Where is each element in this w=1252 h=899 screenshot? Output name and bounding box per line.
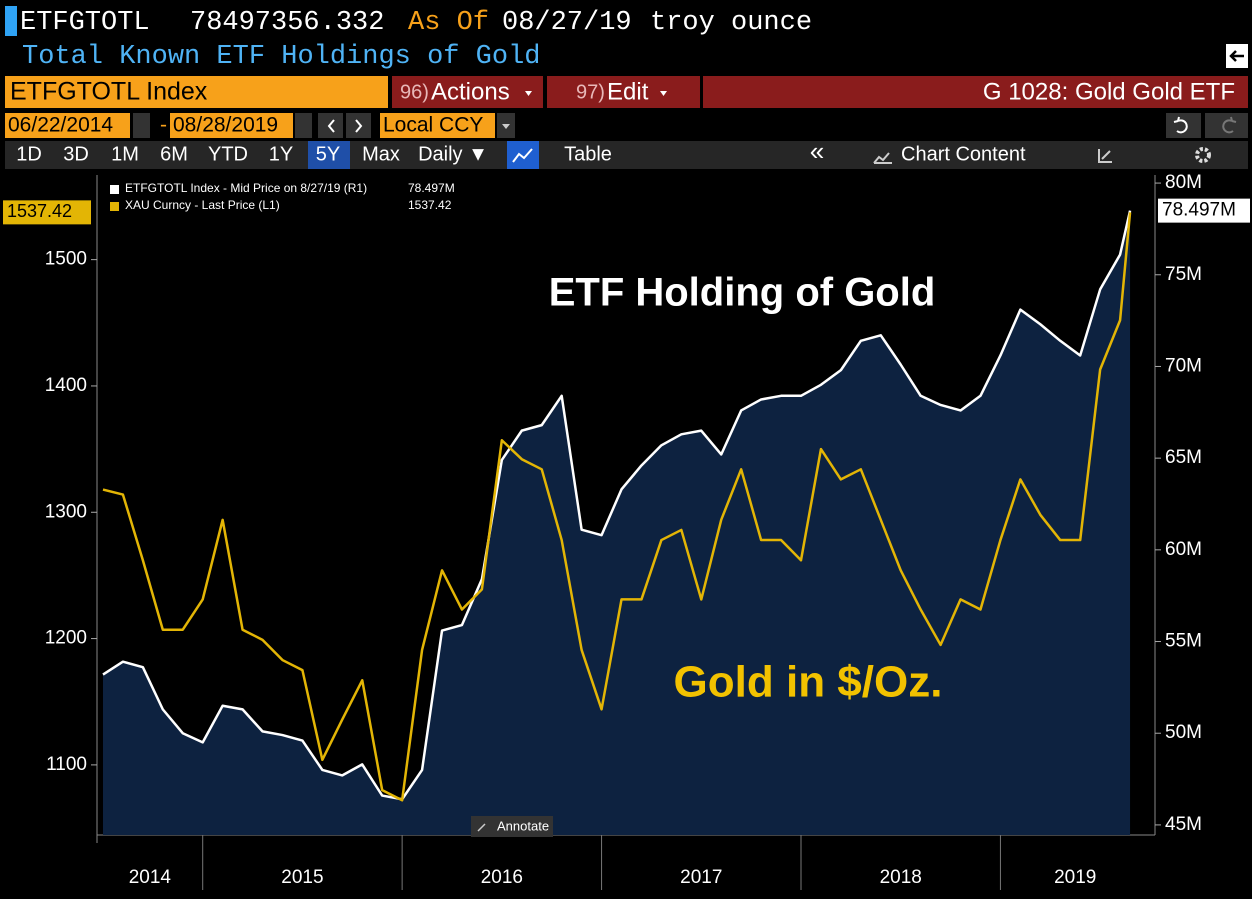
prev-arrow (327, 119, 335, 133)
dropdown-arrow (660, 91, 667, 96)
calendar-icon[interactable] (295, 113, 312, 138)
annotation: Gold in $/Oz. (674, 658, 943, 707)
y2-tick-label: 55M (1165, 631, 1202, 652)
subtitle: Total Known ETF Holdings of Gold (22, 42, 540, 72)
date-separator: - (160, 114, 167, 137)
edit-button[interactable] (547, 76, 700, 108)
next-arrow (355, 119, 363, 133)
button-bar (5, 141, 1248, 169)
y2-tick-label: 45M (1165, 814, 1202, 835)
period-button[interactable]: 1Y (269, 143, 293, 165)
undo-icon (1173, 116, 1188, 134)
x-tick-label: 2016 (481, 867, 523, 888)
period-button[interactable]: Max (362, 143, 400, 165)
x-tick-label: 2018 (880, 867, 922, 888)
chart-name: G 1028: Gold Gold ETF (983, 78, 1235, 105)
chart-content-icon (873, 152, 892, 164)
x-tick-label: 2017 (680, 867, 722, 888)
last-value-label: 78.497M (1162, 200, 1236, 221)
start-date[interactable]: 06/22/2014 (8, 114, 113, 137)
chart-content-button[interactable]: Chart Content (901, 143, 1026, 165)
chart-type-icon (512, 148, 533, 163)
chart-name-bar (703, 76, 1248, 108)
next-button[interactable] (346, 113, 371, 138)
period-button[interactable]: 1M (111, 143, 139, 165)
legend-entry: ETFGTOTL Index - Mid Price on 8/27/19 (R… (125, 181, 367, 195)
frequency[interactable]: Daily ▼ (418, 143, 488, 165)
y2-tick-label: 70M (1165, 355, 1202, 376)
header-value: 78497356.332 (190, 8, 384, 38)
dropdown-arrow (502, 124, 510, 129)
legend-box (104, 178, 459, 216)
end-date-box[interactable] (170, 113, 293, 138)
redo-button[interactable] (1205, 113, 1248, 138)
y2-tick-label: 80M (1165, 172, 1202, 193)
calendar-icon[interactable] (133, 113, 150, 138)
settings-icon[interactable] (1195, 147, 1211, 163)
as-of-label: As Of (408, 8, 489, 38)
series-line (102, 212, 1132, 802)
x-tick-label: 2015 (281, 867, 323, 888)
chart-type-button[interactable] (507, 141, 539, 169)
popout-arrow (1229, 50, 1244, 62)
legend-entry: XAU Curncy - Last Price (L1) (125, 198, 280, 212)
area-fill (102, 210, 1131, 835)
last-value-box (1158, 198, 1250, 223)
redo-icon (1222, 116, 1237, 134)
edit-num[interactable]: 97) (576, 81, 605, 103)
annotation: ETF Holding of Gold (549, 271, 936, 315)
edit-icon[interactable] (1098, 149, 1112, 163)
period-selected (308, 141, 350, 169)
actions-button[interactable] (392, 76, 543, 108)
actions-num[interactable]: 96) (400, 81, 429, 103)
period-button[interactable]: YTD (208, 143, 248, 165)
legend-value: 1537.42 (408, 198, 452, 212)
annotate-icon (477, 823, 486, 832)
popout-icon[interactable] (1226, 44, 1248, 68)
end-date[interactable]: 08/28/2019 (173, 114, 278, 137)
legend-swatch (110, 185, 119, 194)
ticker: ETFGTOTL (20, 8, 150, 38)
period-buttons: 1D 3D 1M 6M YTD 1Y 5Y Max (16, 143, 400, 165)
x-tick-label: 2019 (1054, 867, 1096, 888)
edit-label[interactable]: Edit (607, 78, 649, 105)
legend-swatch (110, 202, 119, 211)
period-button[interactable]: 3D (63, 143, 89, 165)
period-button[interactable]: 6M (160, 143, 188, 165)
start-date-box[interactable] (5, 113, 130, 138)
currency-box[interactable] (380, 113, 495, 138)
unit: troy ounce (650, 8, 812, 38)
y2-tick-label: 50M (1165, 722, 1202, 743)
annotate-button[interactable] (471, 816, 553, 837)
header-marker (5, 6, 17, 36)
period-button[interactable]: 1D (16, 143, 42, 165)
y2-tick-label: 60M (1165, 539, 1202, 560)
y-tick-label: 1100 (46, 754, 87, 775)
y-tick-label: 1500 (45, 249, 87, 270)
table-button[interactable]: Table (564, 143, 612, 165)
actions-label[interactable]: Actions (431, 78, 510, 105)
chart: 1100 1200 1300 1400 1500 45M 50M 55M 60M 65M 70M 75… (3, 172, 1250, 890)
annotate-label[interactable]: Annotate (497, 818, 549, 833)
y-tick-label: 1200 (45, 628, 87, 649)
y2-tick-label: 65M (1165, 447, 1202, 468)
y-tick-label: 1400 (45, 375, 87, 396)
collapse-button[interactable]: « (810, 136, 824, 166)
y2-tick-label: 75M (1165, 264, 1202, 285)
dropdown-arrow (525, 91, 532, 96)
x-tick-label: 2014 (129, 867, 172, 888)
last-value-label: 1537.42 (7, 201, 72, 221)
security[interactable]: ETFGTOTL Index (10, 78, 208, 106)
last-value-box (3, 200, 91, 225)
undo-button[interactable] (1166, 113, 1201, 138)
series-line (102, 210, 1132, 801)
as-of-date: 08/27/19 (502, 8, 632, 38)
y-tick-label: 1300 (45, 501, 87, 522)
security-box[interactable] (5, 76, 388, 108)
currency[interactable]: Local CCY (383, 114, 483, 137)
period-button[interactable]: 5Y (316, 143, 340, 165)
legend-value: 78.497M (408, 181, 455, 195)
